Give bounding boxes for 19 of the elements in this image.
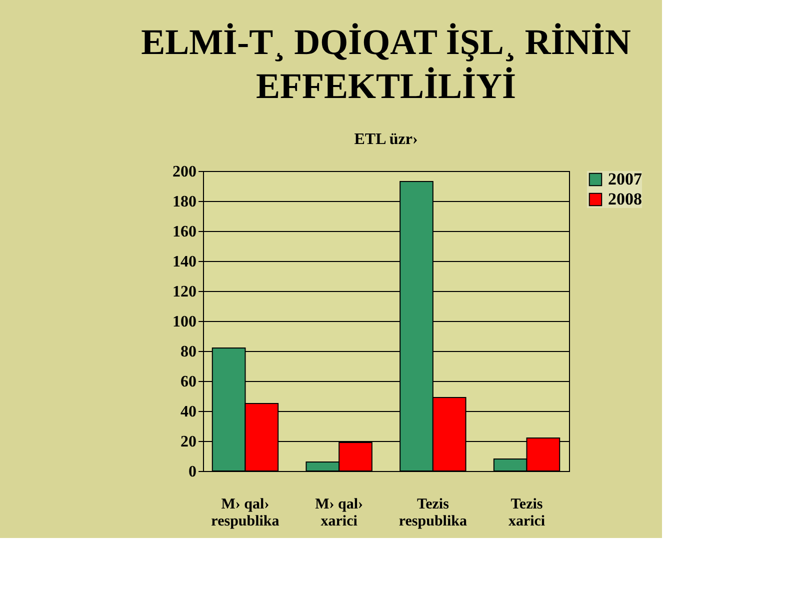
x-tick-label: M› qal› respublika [211, 496, 280, 530]
y-tick-label: 0 [188, 464, 196, 480]
x-tick-label: Tezis respublika [398, 496, 468, 530]
y-tick-label: 60 [180, 374, 196, 390]
chart-subtitle: ETL üzr› [354, 131, 418, 148]
legend-label: 2008 [608, 190, 642, 208]
x-tick-label: Tezis xarici [508, 496, 546, 530]
chart-title: ELMİ-T¸ DQİQAT İŞL¸ RİNİN EFFEKTLİLİYİ [141, 22, 631, 106]
y-tick-label: 200 [172, 164, 196, 180]
legend-label: 2007 [608, 170, 642, 188]
y-tick-label: 20 [180, 434, 196, 450]
y-tick-label: 180 [172, 194, 196, 210]
y-tick-label: 160 [172, 224, 196, 240]
y-tick-label: 100 [172, 314, 196, 330]
y-tick-label: 120 [172, 284, 196, 300]
y-tick-label: 80 [180, 344, 196, 360]
y-tick-label: 40 [180, 404, 196, 420]
x-tick-label: M› qal› xarici [315, 496, 364, 530]
y-tick-label: 140 [172, 254, 196, 270]
